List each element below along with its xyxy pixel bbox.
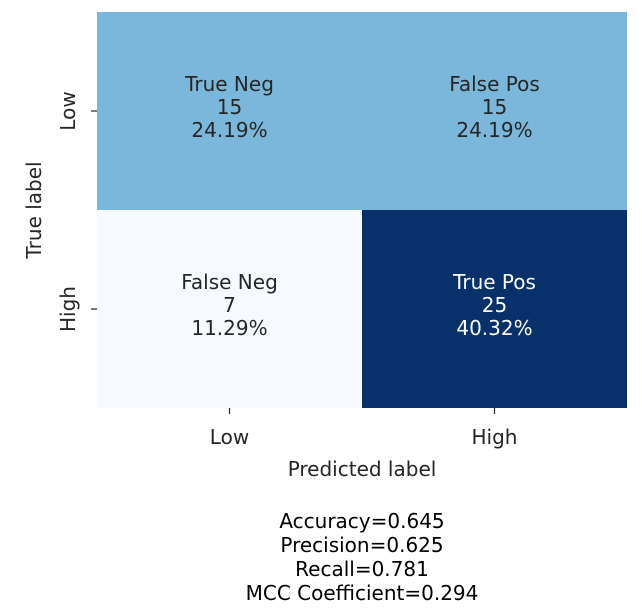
cell-label-name: False Pos <box>449 72 540 96</box>
x-tick-label: Low <box>210 425 249 449</box>
cell-label-count: 7 <box>223 293 236 317</box>
cell-label-count: 25 <box>482 293 507 317</box>
y-tick-label: High <box>56 286 80 332</box>
cell-label-percent: 11.29% <box>191 316 267 340</box>
cell-label-name: True Pos <box>452 270 536 294</box>
heatmap-cell-true-pos <box>362 210 627 408</box>
x-tick-label: High <box>472 425 518 449</box>
heatmap-cell-false-neg <box>97 210 362 408</box>
metric-line: Precision=0.625 <box>280 533 443 557</box>
cell-label-percent: 24.19% <box>456 118 532 142</box>
y-tick-label: Low <box>56 91 80 130</box>
x-axis-label: Predicted label <box>288 457 437 481</box>
cell-label-percent: 40.32% <box>456 316 532 340</box>
cell-label-percent: 24.19% <box>191 118 267 142</box>
metric-line: Accuracy=0.645 <box>279 509 444 533</box>
y-axis-label: True label <box>22 161 46 259</box>
cell-label-count: 15 <box>217 95 242 119</box>
metric-line: MCC Coefficient=0.294 <box>246 581 479 605</box>
cell-label-name: False Neg <box>181 270 278 294</box>
cell-label-count: 15 <box>482 95 507 119</box>
heatmap-axes: Low High Low High Predicted label True label <box>22 91 517 481</box>
heatmap-cell-false-pos <box>362 12 627 210</box>
heatmap-cells <box>97 12 627 408</box>
heatmap-cell-true-neg <box>97 12 362 210</box>
metric-line: Recall=0.781 <box>295 557 429 581</box>
metrics-block: Accuracy=0.645Precision=0.625Recall=0.78… <box>246 509 479 605</box>
cell-label-name: True Neg <box>184 72 274 96</box>
